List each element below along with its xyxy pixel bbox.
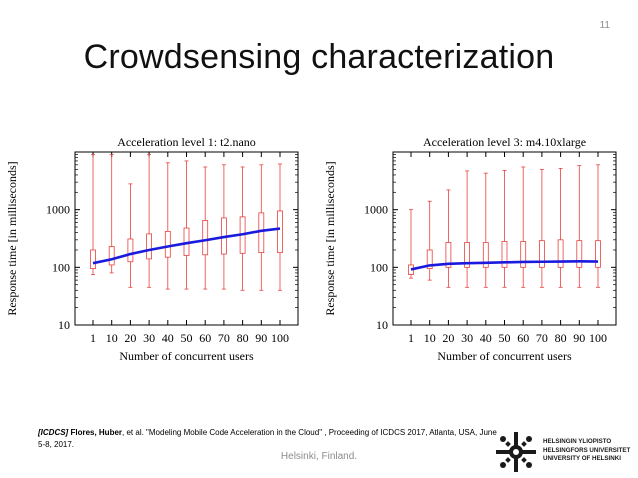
box-rect [277, 210, 283, 254]
x-tick-label: 30 [143, 331, 155, 345]
logo-text: HELSINGIN YLIOPISTO HELSINGFORS UNIVERSI… [543, 438, 630, 464]
x-tick-label: 60 [199, 331, 211, 345]
box-70 [538, 168, 545, 288]
citation-ref-tag: [ICDCS] [38, 428, 69, 437]
mean-line [92, 227, 281, 265]
box-rect [501, 241, 508, 268]
box-10 [426, 200, 433, 281]
chart-title: Acceleration level 1: t2.nano [117, 135, 256, 149]
box-30 [464, 170, 471, 288]
university-emblem-icon [496, 432, 536, 472]
x-tick-label: 10 [424, 331, 436, 345]
x-tick-label: 1 [408, 331, 414, 345]
box-rect [127, 238, 134, 263]
x-tick-label: 60 [517, 331, 529, 345]
box-1 [90, 154, 96, 275]
x-tick-label: 20 [124, 331, 136, 345]
box-20 [127, 183, 134, 288]
box-rect [90, 249, 96, 270]
citation-text: , et al. "Modeling Mobile Code Accelerat… [38, 428, 497, 449]
box-rect [202, 220, 209, 256]
box-rect [164, 230, 171, 258]
box-60 [202, 166, 209, 290]
chart-acceleration-level-3: Acceleration level 3: m4.10xlarge 10 100 10… [323, 135, 617, 363]
x-tick-label: 1 [90, 331, 96, 345]
box-rect [426, 249, 433, 270]
box-100 [595, 164, 601, 288]
y-axis-label: Response time [in milliseconds] [5, 161, 19, 315]
x-axis-label: Number of concurrent users [119, 349, 254, 363]
x-tick-label: 90 [255, 331, 267, 345]
y-tick-label: 10 [376, 318, 388, 332]
box-50 [501, 169, 508, 288]
x-tick-label: 100 [589, 331, 607, 345]
y-tick-label: 100 [370, 260, 388, 274]
box-90 [258, 164, 265, 291]
chart-acceleration-level-1: Acceleration level 1: t2.nano 10 100 1000 Re… [5, 135, 299, 363]
box-30 [146, 154, 153, 288]
box-80 [557, 167, 564, 288]
box-60 [520, 166, 527, 288]
x-tick-label: 10 [106, 331, 118, 345]
x-tick-label: 50 [499, 331, 511, 345]
university-logo: HELSINGIN YLIOPISTO HELSINGFORS UNIVERSI… [494, 430, 634, 475]
box-rect [108, 246, 115, 266]
x-tick-label: 80 [237, 331, 249, 345]
box-50 [183, 160, 190, 290]
box-40 [482, 172, 489, 288]
y-axis-label: Response time [in milliseconds] [323, 161, 337, 315]
logo-line-swedish: HELSINGFORS UNIVERSITET [543, 446, 631, 454]
logo-line-english: UNIVERSITY OF HELSINKI [543, 455, 621, 462]
x-tick-label: 90 [573, 331, 585, 345]
citation-authors: Flores, Huber [70, 428, 123, 437]
y-tick-label: 1000 [46, 203, 70, 217]
box-rect [557, 239, 564, 268]
x-tick-label: 70 [536, 331, 548, 345]
x-tick-label: 20 [442, 331, 454, 345]
box-rect [258, 212, 265, 254]
x-tick-label: 30 [461, 331, 473, 345]
x-axis-label: Number of concurrent users [437, 349, 572, 363]
x-tick-label: 80 [555, 331, 567, 345]
box-rect [464, 242, 471, 268]
box-rect [576, 240, 583, 268]
box-rect [595, 240, 601, 268]
box-rect [445, 242, 452, 268]
box-20 [445, 189, 452, 288]
slide-number: 11 [599, 20, 610, 31]
box-10 [108, 154, 115, 274]
x-tick-label: 100 [271, 331, 289, 345]
chart-title: Acceleration level 3: m4.10xlarge [423, 135, 586, 149]
mean-line [410, 260, 599, 271]
citation: [ICDCS] Flores, Huber, et al. "Modeling … [38, 427, 498, 451]
logo-line-finnish: HELSINGIN YLIOPISTO [543, 438, 612, 445]
box-40 [164, 162, 171, 290]
footer-location: Helsinki, Finland. [280, 451, 358, 462]
x-tick-label: 40 [480, 331, 492, 345]
box-80 [239, 166, 246, 291]
y-tick-label: 10 [58, 318, 70, 332]
box-rect [146, 233, 153, 260]
x-tick-label: 40 [162, 331, 174, 345]
slide-title: Crowdsensing characterization [83, 38, 555, 76]
x-tick-label: 70 [218, 331, 230, 345]
box-rect [538, 240, 545, 268]
y-tick-label: 1000 [364, 203, 388, 217]
x-tick-label: 50 [181, 331, 193, 345]
y-tick-label: 100 [52, 260, 70, 274]
box-rect [482, 242, 489, 268]
box-rect [520, 241, 527, 268]
box-90 [576, 165, 583, 288]
box-70 [220, 164, 227, 290]
box-100 [277, 163, 283, 291]
